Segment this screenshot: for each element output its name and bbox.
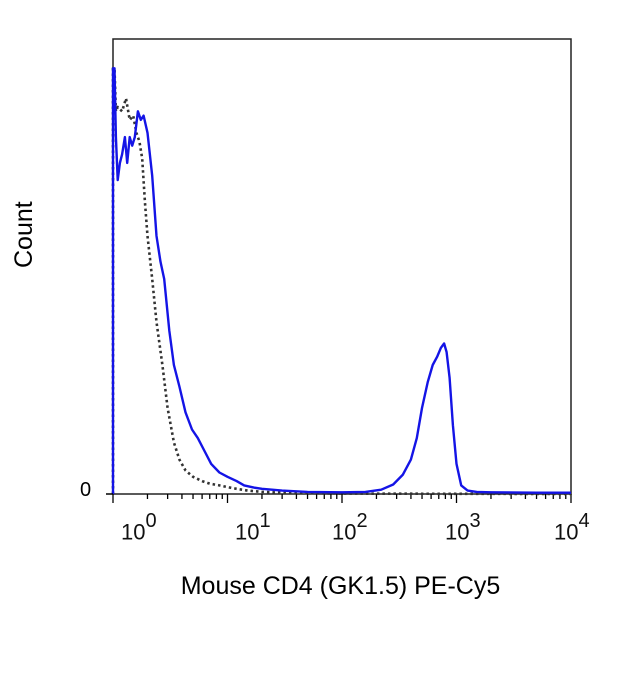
x-tick-label: 100 bbox=[121, 510, 157, 545]
x-tick-label: 102 bbox=[332, 510, 368, 545]
x-tick-label: 103 bbox=[445, 510, 481, 545]
y-tick-label-zero: 0 bbox=[80, 479, 92, 501]
y-axis-label: Count bbox=[10, 201, 38, 268]
x-tick-label: 101 bbox=[235, 510, 271, 545]
x-tick-label: 104 bbox=[554, 510, 590, 545]
plot-frame bbox=[112, 38, 572, 495]
x-axis-ticks bbox=[112, 494, 572, 503]
x-axis-label: Mouse CD4 (GK1.5) PE-Cy5 bbox=[180, 572, 501, 600]
data-series bbox=[111, 67, 572, 496]
stained-sample-line bbox=[111, 67, 571, 494]
